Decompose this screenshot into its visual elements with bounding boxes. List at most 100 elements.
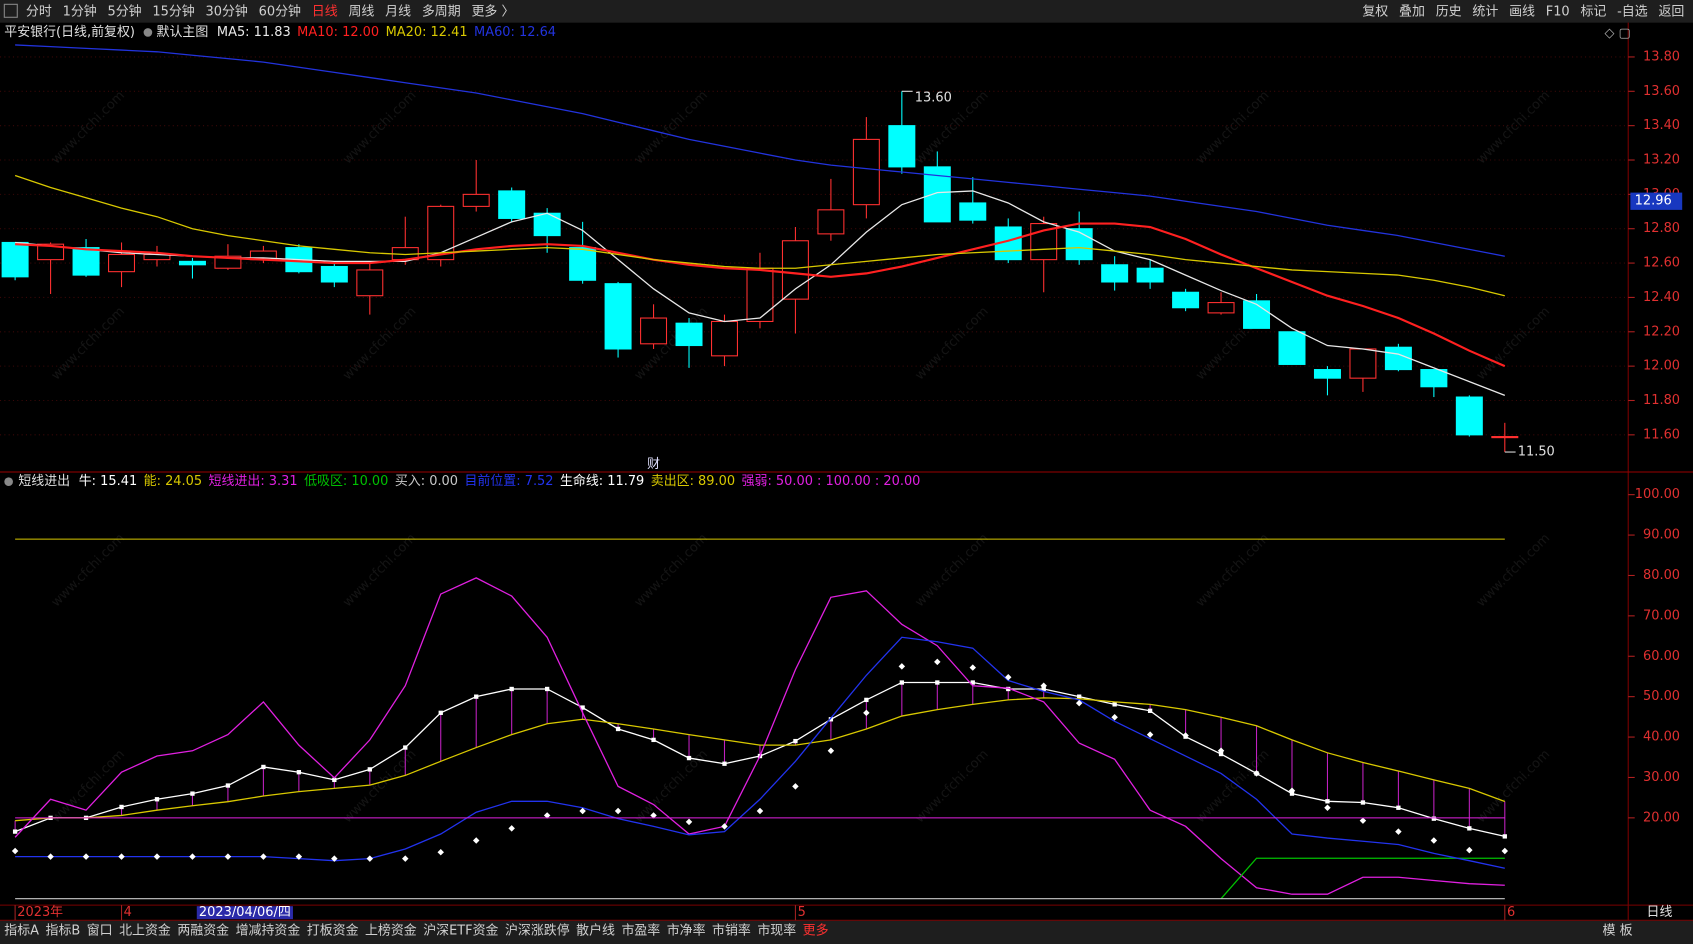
line-square (899, 680, 904, 685)
bottom-tab[interactable]: 打板资金 (307, 923, 359, 939)
life-dot (260, 853, 267, 860)
bottom-tab[interactable]: 指标A (4, 924, 39, 939)
life-dot (1395, 828, 1402, 835)
bottom-tab[interactable]: 上榜资金 (365, 923, 417, 939)
x-tick-label: 4 (124, 905, 132, 920)
period-tab[interactable]: 60分钟 (259, 3, 301, 19)
bottom-tab[interactable]: 北上资金 (119, 923, 171, 939)
y-tick-label: 60.00 (1643, 649, 1680, 664)
bottom-tab[interactable]: 窗口 (87, 923, 113, 939)
life-dot (189, 853, 196, 860)
line-square (935, 680, 940, 685)
template-button[interactable]: 模 板 (1603, 924, 1633, 939)
candle-body (1278, 331, 1306, 365)
bottom-bar (0, 920, 1693, 944)
bottom-tab[interactable]: 散户线 (576, 923, 615, 939)
y-tick-label: 70.00 (1643, 608, 1680, 623)
bottom-tab[interactable]: 沪深涨跌停 (505, 923, 570, 939)
tool-button[interactable]: 历史 (1436, 4, 1462, 19)
life-dot (1501, 847, 1509, 855)
x-tick-label: 6 (1507, 905, 1515, 920)
legend-entry: 卖出区: 89.00 (651, 474, 735, 489)
x-tick-label: 5 (798, 905, 806, 920)
candle-body (1136, 267, 1164, 283)
line-square (154, 797, 160, 802)
tool-button[interactable]: -自选 (1617, 4, 1648, 19)
line-square (686, 755, 692, 761)
period-tab[interactable]: 5分钟 (107, 3, 141, 19)
line-square (403, 745, 408, 750)
candle-body (1349, 348, 1377, 379)
line-square (1325, 799, 1330, 804)
candle-body (1313, 369, 1341, 379)
life-dot (969, 664, 977, 671)
period-tab[interactable]: 周线 (348, 4, 374, 19)
line-square (119, 804, 124, 810)
candle-body (1207, 302, 1235, 314)
candle-body (1, 241, 29, 278)
tool-button[interactable]: F10 (1546, 4, 1570, 19)
bottom-tab[interactable]: 市盈率 (621, 923, 660, 939)
tool-button[interactable]: 叠加 (1399, 4, 1425, 19)
tool-button[interactable]: 复权 (1362, 3, 1388, 19)
line-square (474, 694, 479, 699)
life-dot (1288, 787, 1296, 795)
bottom-tab[interactable]: 市现率 (757, 923, 796, 939)
bottom-tab[interactable]: 市销率 (712, 923, 751, 939)
candle-body (817, 209, 845, 235)
period-tab[interactable]: 1分钟 (63, 3, 97, 19)
candle-body (533, 212, 561, 237)
candle-body (320, 265, 348, 283)
legend-entry: 目前位置: 7.52 (465, 473, 554, 489)
event-marker[interactable]: 财 (647, 457, 660, 472)
bottom-tab[interactable]: 更多 (803, 924, 829, 939)
life-dot (1217, 747, 1225, 755)
legend-entry: 短线进出: 3.31 (209, 474, 298, 489)
candle-body (1172, 291, 1200, 309)
period-tab[interactable]: 分时 (26, 4, 52, 19)
y-tick-label: 40.00 (1643, 730, 1680, 745)
legend-icon (143, 28, 153, 37)
tool-button[interactable]: 统计 (1472, 4, 1498, 19)
tool-button[interactable]: 返回 (1658, 4, 1684, 19)
period-tab[interactable]: 日线 (312, 4, 338, 19)
life-dot (1466, 846, 1473, 854)
legend-entry: 低吸区: 10.00 (304, 474, 388, 489)
line-square (651, 737, 656, 743)
period-tab[interactable]: 月线 (385, 4, 411, 19)
life-dot (827, 747, 835, 755)
indicator-line (14, 577, 1505, 895)
life-dot (437, 848, 444, 856)
ma-line (15, 44, 1505, 257)
bottom-tab[interactable]: 增减持资金 (236, 923, 301, 939)
candle-body (1455, 396, 1483, 436)
legend-icon (4, 477, 13, 487)
y-tick-label: 13.40 (1643, 118, 1680, 133)
bottom-tab[interactable]: 沪深ETF资金 (423, 923, 498, 939)
pane-icons[interactable]: ◇ ▢ (1604, 26, 1630, 41)
y-tick-label: 30.00 (1643, 770, 1680, 785)
x-tick-label: 2023/04/06/四 (199, 905, 291, 920)
tool-button[interactable]: 标记 (1580, 4, 1606, 19)
bottom-tab[interactable]: 两融资金 (177, 923, 229, 939)
line-square (1396, 805, 1401, 810)
candle-body (1243, 300, 1271, 329)
life-dot (792, 783, 799, 790)
period-tab[interactable]: 30分钟 (206, 3, 248, 19)
life-dot (1075, 699, 1083, 707)
life-dot (1005, 674, 1012, 681)
line-square (367, 767, 372, 772)
bottom-tab[interactable]: 指标B (46, 924, 81, 939)
line-square (261, 764, 266, 770)
period-tab[interactable]: 多周期 (422, 4, 461, 19)
tool-button[interactable]: 画线 (1509, 4, 1535, 19)
menu-icon[interactable] (3, 3, 18, 18)
line-square (296, 770, 302, 775)
period-tab[interactable]: 15分钟 (152, 3, 194, 19)
legend-entry: MA20: 12.41 (386, 25, 468, 40)
life-dot (153, 853, 161, 860)
bottom-tab[interactable]: 市净率 (667, 923, 706, 939)
period-tab[interactable]: 更多 〉 (471, 4, 514, 19)
